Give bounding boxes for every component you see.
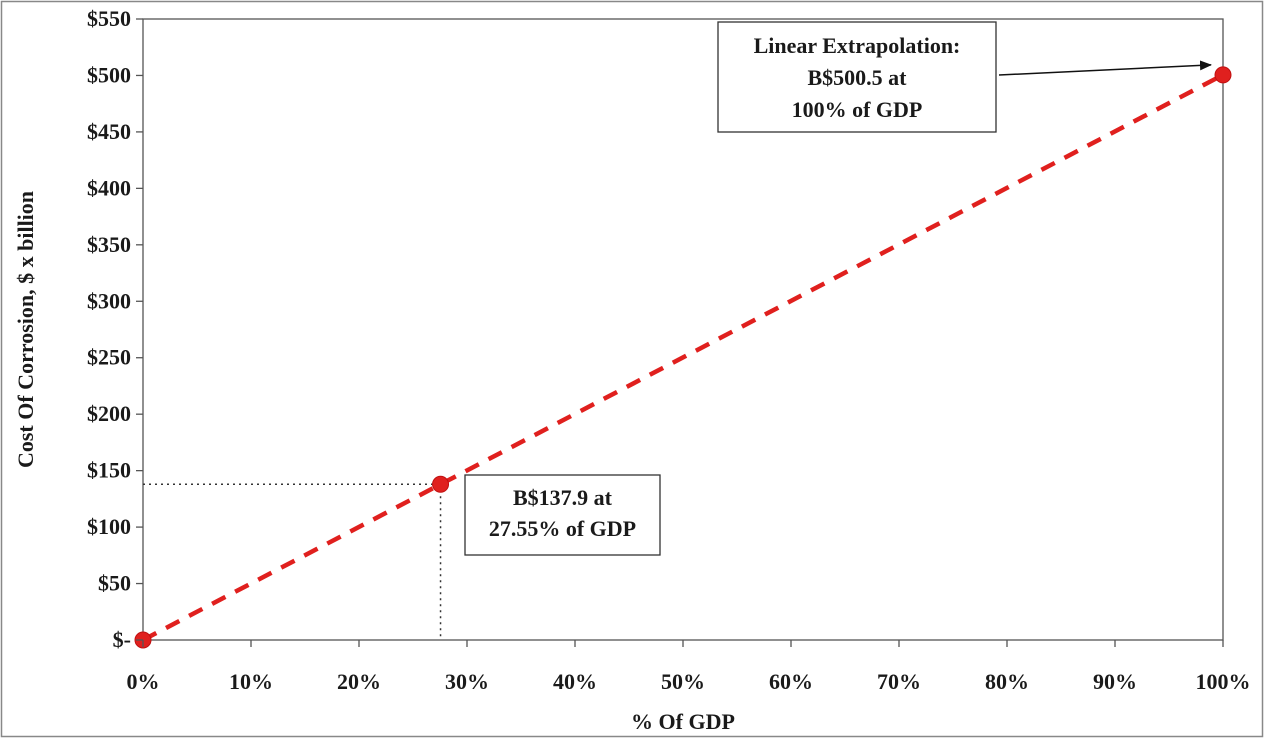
x-tick-label: 60% [769, 669, 813, 694]
y-axis-title: Cost Of Corrosion, $ x billion [13, 191, 38, 468]
y-tick-label: $- [113, 627, 131, 652]
x-tick-label: 80% [985, 669, 1029, 694]
annotation-arrow [998, 60, 1212, 76]
data-point [432, 475, 450, 493]
y-tick-label: $400 [87, 175, 131, 200]
annotation-box-midpoint [464, 474, 661, 556]
y-tick-label: $200 [87, 401, 131, 426]
y-tick-label: $100 [87, 514, 131, 539]
annotation-box-extrapolation [717, 21, 997, 133]
annotation-extrapolation-text: Linear Extrapolation: [754, 33, 961, 58]
x-tick-label: 50% [661, 669, 705, 694]
plot-area-frame [142, 18, 1224, 641]
annotation-extrapolation-text: 100% of GDP [792, 97, 923, 122]
series-line [141, 72, 1225, 642]
x-axis-title: % Of GDP [631, 709, 735, 734]
y-tick-label: $250 [87, 345, 131, 370]
annotation-extrapolation-text: B$500.5 at [808, 65, 908, 90]
y-tick-label: $150 [87, 458, 131, 483]
x-tick-label: 70% [877, 669, 921, 694]
annotation-midpoint-text: B$137.9 at [513, 485, 613, 510]
x-tick-label: 0% [127, 669, 160, 694]
annotation-midpoint-text: 27.55% of GDP [489, 516, 636, 541]
data-point [1214, 66, 1232, 84]
x-tick-label: 100% [1196, 669, 1251, 694]
x-tick-label: 10% [229, 669, 273, 694]
x-tick-label: 40% [553, 669, 597, 694]
y-tick-label: $450 [87, 119, 131, 144]
y-tick-label: $300 [87, 288, 131, 313]
y-tick-label: $500 [87, 62, 131, 87]
x-tick-label: 30% [445, 669, 489, 694]
y-tick-label: $550 [87, 6, 131, 31]
x-tick-label: 90% [1093, 669, 1137, 694]
y-tick-label: $350 [87, 232, 131, 257]
x-tick-label: 20% [337, 669, 381, 694]
y-tick-label: $50 [98, 571, 131, 596]
